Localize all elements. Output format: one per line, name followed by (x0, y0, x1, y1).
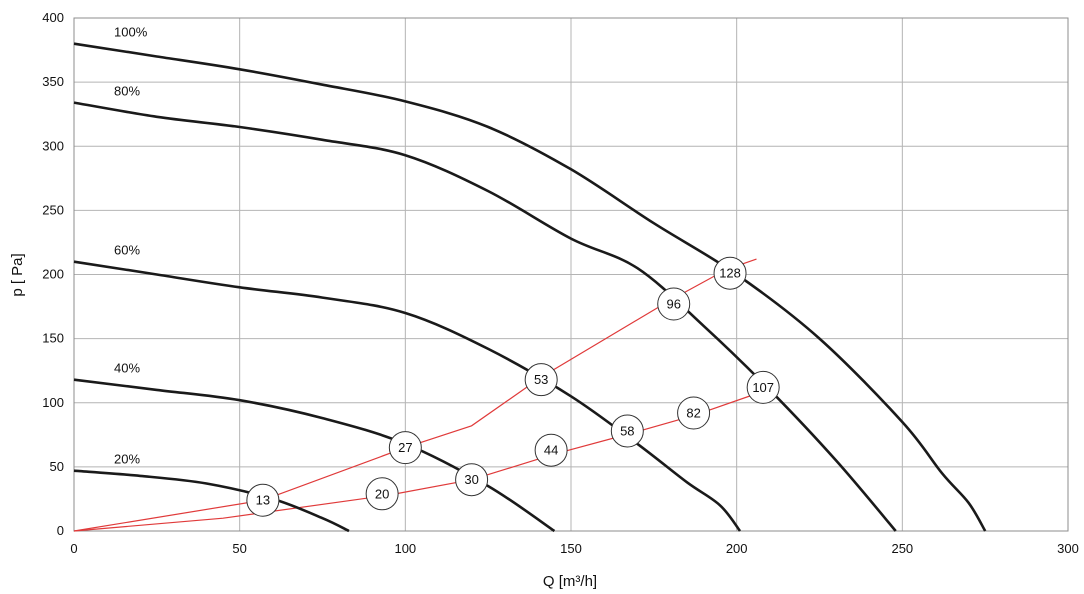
fan-curve-label: 80% (114, 84, 140, 99)
fan-curve-60pct (73, 260, 742, 532)
y-tick-label: 150 (42, 331, 64, 346)
marker-circle (388, 431, 422, 465)
y-tick-label: 0 (57, 523, 64, 538)
fan-curves (73, 42, 987, 533)
marker-circle (455, 463, 489, 497)
y-tick-label: 400 (42, 10, 64, 25)
fan-curve-label: 60% (114, 243, 140, 258)
x-tick-label: 0 (70, 541, 77, 556)
x-tick-label: 150 (560, 541, 582, 556)
x-tick-label: 250 (891, 541, 913, 556)
x-tick-label: 50 (232, 541, 246, 556)
marker-label: 128 (719, 266, 741, 281)
y-tick-label: 100 (42, 395, 64, 410)
marker-circle (657, 287, 691, 321)
fan-curve-labels: 100% 80% 60% 40% 20% (114, 25, 148, 467)
x-tick-label: 200 (726, 541, 748, 556)
system-curves (73, 258, 761, 532)
marker-label: 58 (620, 423, 634, 438)
marker-label: 44 (544, 443, 558, 458)
y-tick-label: 250 (42, 202, 64, 217)
y-tick-label: 350 (42, 74, 64, 89)
x-axis-title: Q [m³/h] (543, 573, 597, 590)
x-axis-ticks: 0 50 100 150 200 250 300 (70, 541, 1078, 556)
marker-label: 27 (398, 440, 412, 455)
marker-label: 30 (464, 472, 478, 487)
fan-curve-label: 100% (114, 25, 148, 40)
fan-curve-20pct (73, 469, 350, 533)
marker-circle (746, 370, 780, 404)
fan-curve-label: 40% (114, 361, 140, 376)
y-tick-label: 300 (42, 138, 64, 153)
plot-area-border (73, 17, 1069, 532)
y-tick-label: 200 (42, 267, 64, 282)
x-tick-label: 300 (1057, 541, 1079, 556)
system-curve (73, 391, 761, 532)
marker-label: 107 (752, 380, 774, 395)
fan-curve-80pct (73, 101, 897, 532)
grid-lines (73, 17, 1069, 532)
marker-label: 53 (534, 372, 548, 387)
marker-label: 13 (256, 493, 270, 508)
y-axis-ticks: 0 50 100 150 200 250 300 350 400 (42, 10, 64, 538)
fan-curve-40pct (73, 378, 556, 533)
x-tick-label: 100 (394, 541, 416, 556)
marker-circle (365, 477, 399, 511)
marker-circle (534, 433, 568, 467)
marker-circle (677, 396, 711, 430)
marker-circle (610, 414, 644, 448)
marker-label: 96 (666, 296, 680, 311)
marker-circle (524, 363, 558, 397)
operating-point-markers: 13 20 27 30 44 53 58 82 96 107 128 (246, 256, 780, 517)
y-tick-label: 50 (50, 459, 64, 474)
marker-circle (713, 256, 747, 290)
fan-curve-100pct (73, 42, 987, 532)
marker-circle (246, 483, 280, 517)
marker-label: 20 (375, 486, 389, 501)
fan-curve-label: 20% (114, 452, 140, 467)
y-axis-title: p [ Pa] (9, 253, 26, 296)
marker-label: 82 (686, 406, 700, 421)
